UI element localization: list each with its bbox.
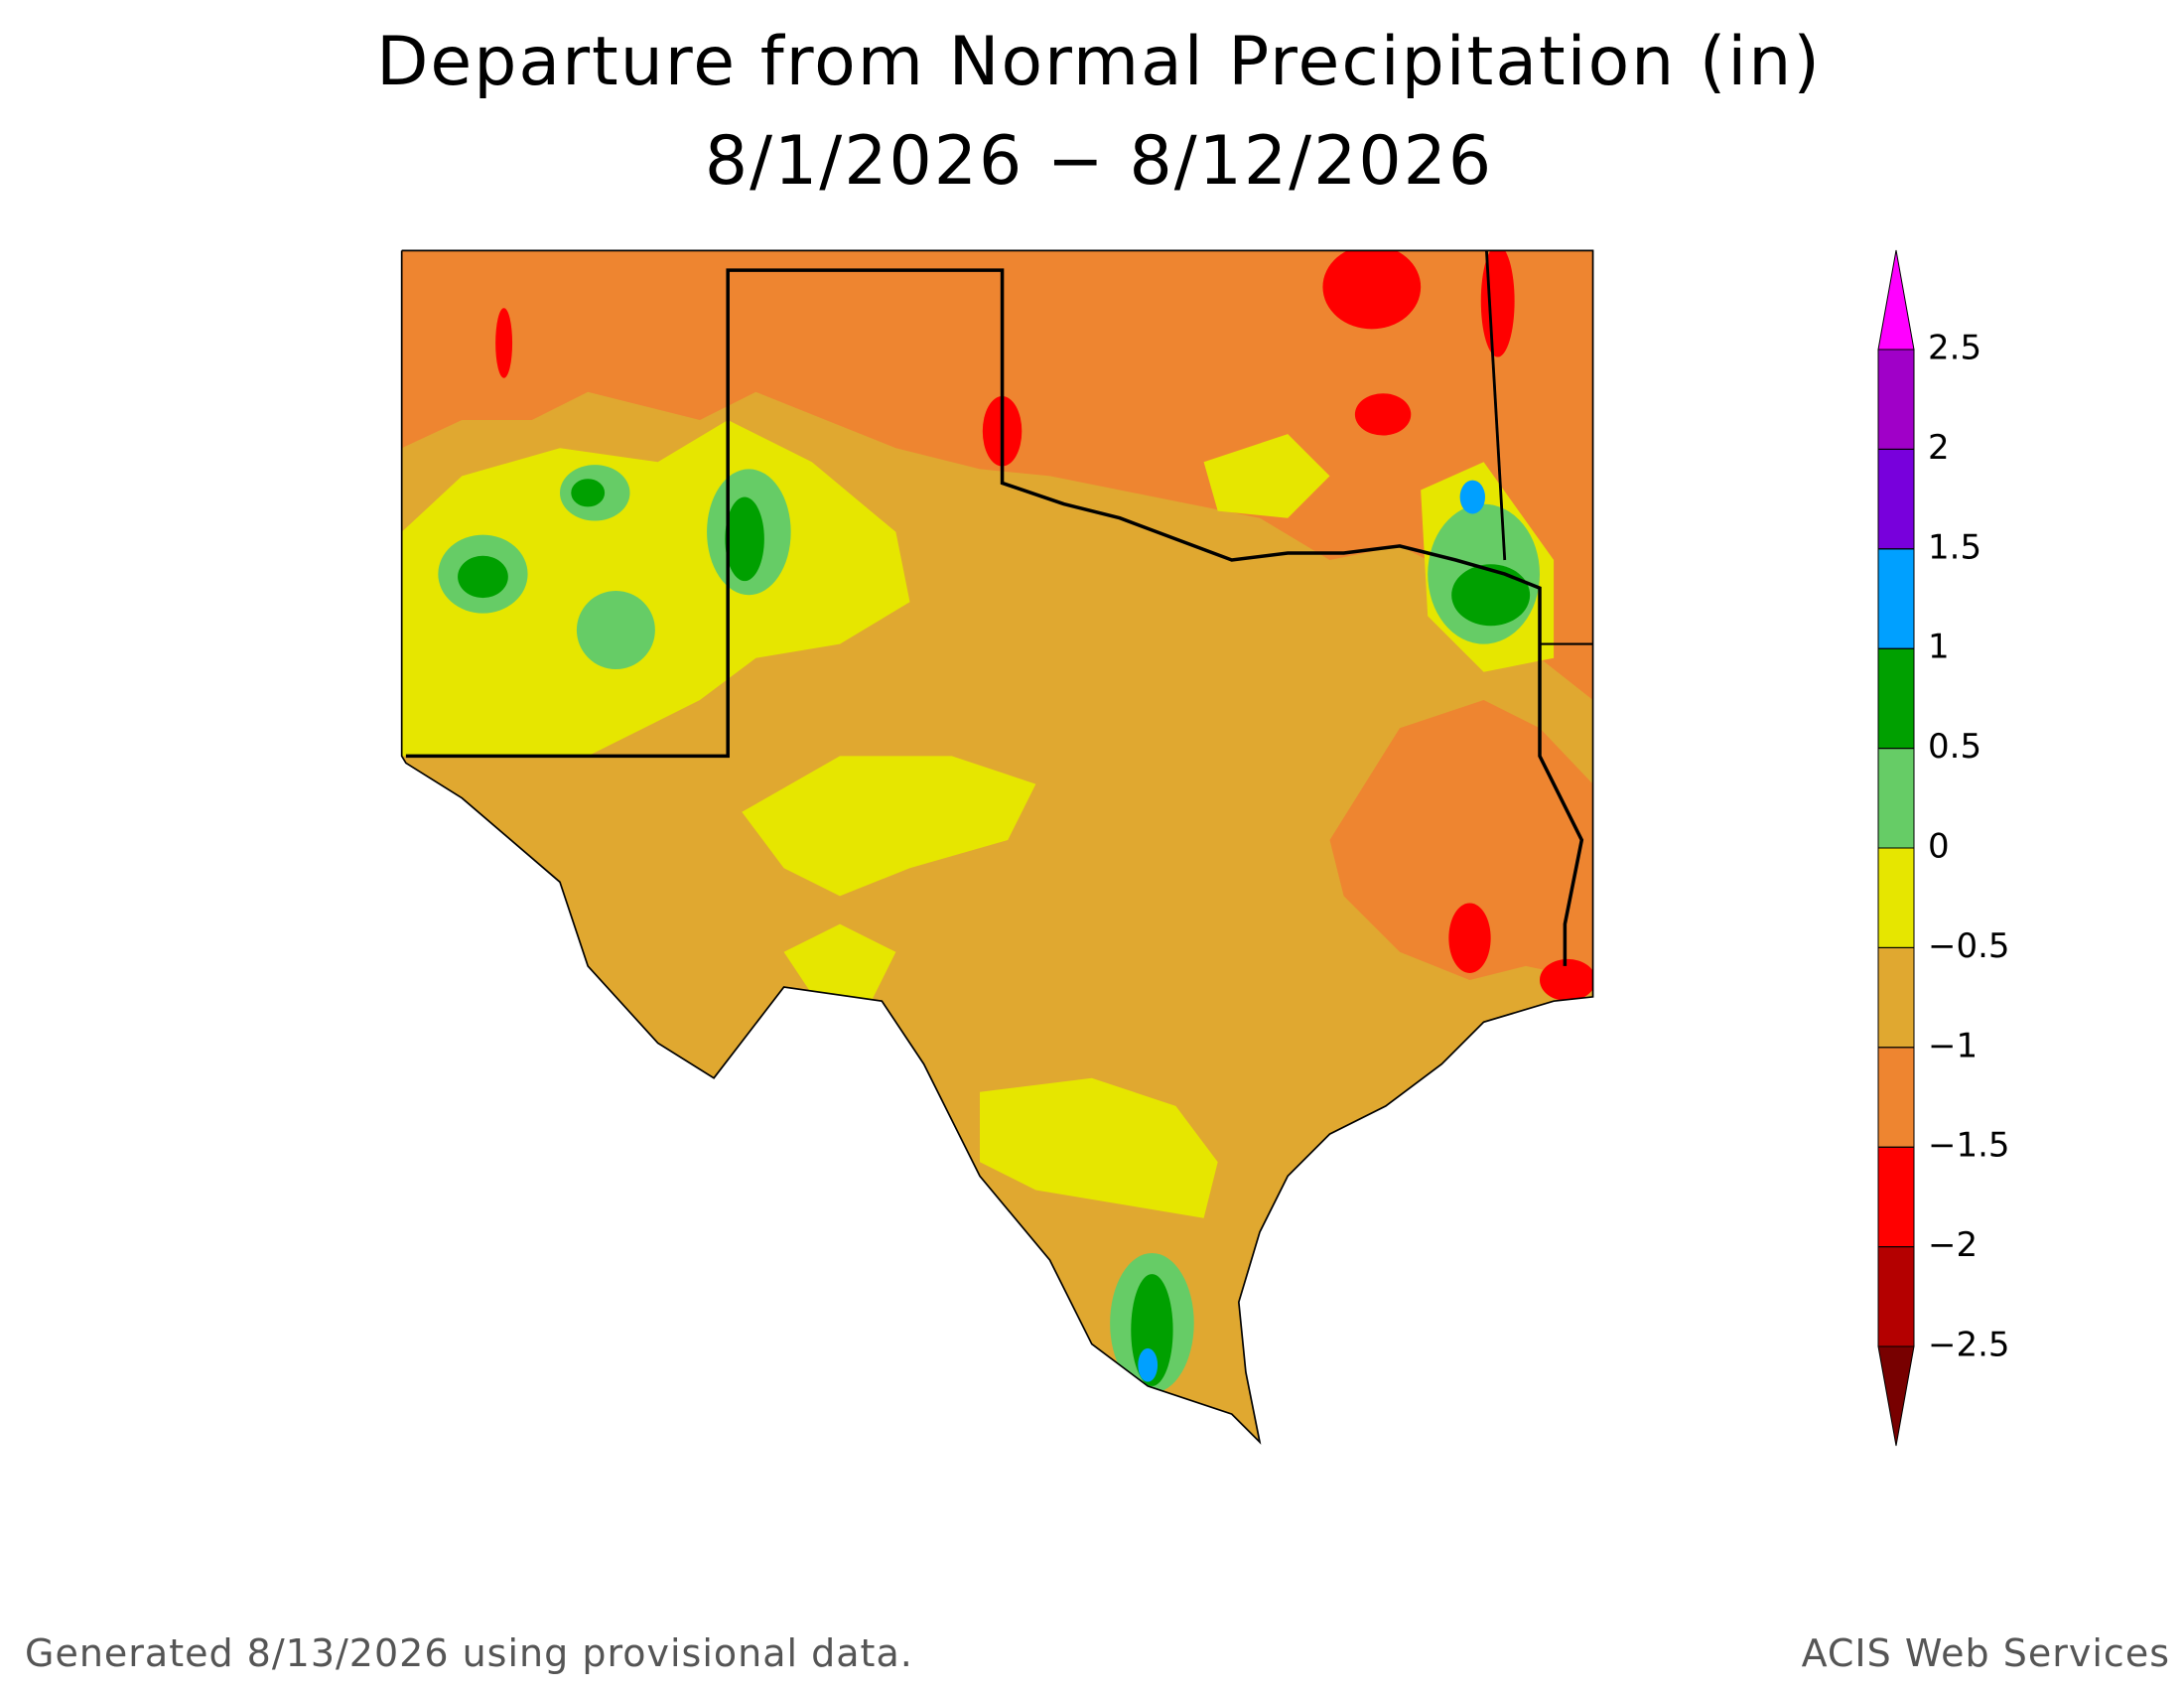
colorbar-label: 1.5 [1928,527,1981,567]
colorbar-label: −1.5 [1928,1126,2010,1166]
colorbar-label: 2 [1928,428,1950,468]
colorbar-segment [1877,1146,1915,1248]
subtitle: 8/1/2026 − 8/12/2026 [705,122,1493,201]
colorbar-segment [1877,548,1915,649]
colorbar-label: 2.5 [1928,329,1981,368]
colorbar-segment [1877,1246,1915,1347]
colorbar-label: 0 [1928,827,1950,867]
colorbar-label: −2 [1928,1225,1978,1265]
colorbar-segment [1877,647,1915,750]
colorbar-label: −2.5 [1928,1326,2010,1365]
colorbar: −2.5 −2 −1.5 −1 −0.5 0 0.5 1 1.5 2 2.5 [1877,249,2010,1447]
colorbar-label: −1 [1928,1026,1978,1065]
colorbar-segment [1877,349,1915,450]
colorbar-segment [1877,847,1915,948]
title: Departure from Normal Precipitation (in) [376,23,1822,101]
borders [400,249,1594,1445]
colorbar-label: 1 [1928,628,1950,667]
footer-left: Generated 8/13/2026 using provisional da… [25,1631,913,1675]
colorbar-segment [1877,448,1915,550]
colorbar-segment [1877,1047,1915,1148]
precip-field [401,250,1593,1443]
footer-right: ACIS Web Services [1802,1631,2170,1675]
colorbar-label: 0.5 [1928,727,1981,767]
colorbar-label: −0.5 [1928,926,2010,966]
colorbar-segment [1877,946,1915,1049]
colorbar-segment [1877,748,1915,849]
map [400,249,1594,1445]
